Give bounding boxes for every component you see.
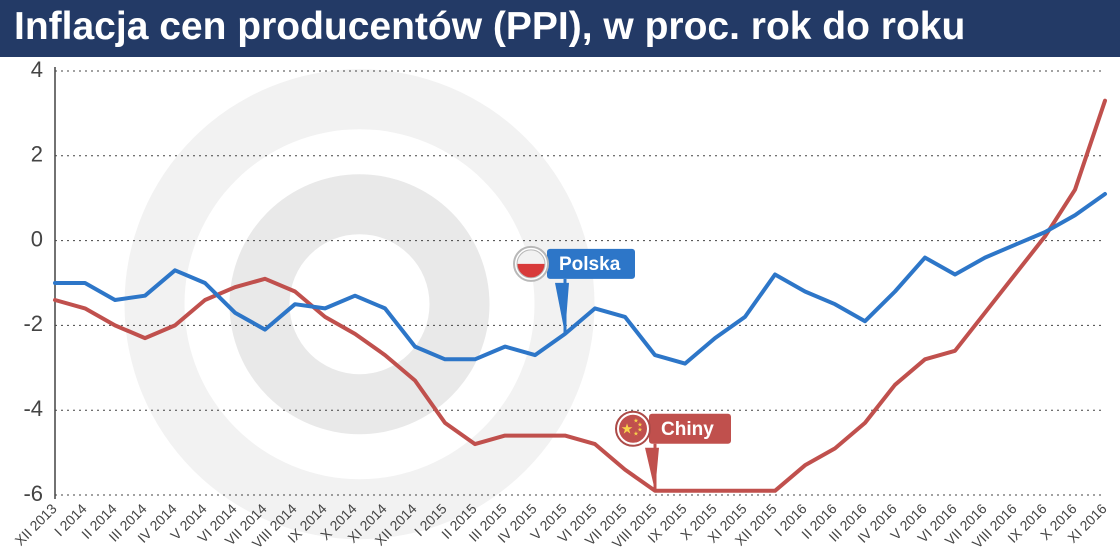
legend-label-chiny: Chiny: [661, 419, 714, 440]
line-chart: -6-4-2024XII 2013I 2014II 2014III 2014IV…: [0, 57, 1120, 552]
chart-svg: -6-4-2024XII 2013I 2014II 2014III 2014IV…: [0, 57, 1120, 552]
x-tick-label: XII 2013: [12, 500, 60, 548]
svg-text:★: ★: [633, 430, 638, 437]
y-tick-label: 0: [31, 226, 43, 251]
svg-text:★: ★: [621, 420, 634, 436]
legend-label-polska: Polska: [559, 254, 621, 275]
y-tick-label: -4: [23, 396, 43, 421]
y-tick-label: 4: [31, 57, 43, 82]
y-tick-label: 2: [31, 142, 43, 167]
chart-title-text: Inflacja cen producentów (PPI), w proc. …: [14, 5, 965, 48]
y-tick-label: -2: [23, 311, 43, 336]
y-tick-label: -6: [23, 481, 43, 506]
chart-title: Inflacja cen producentów (PPI), w proc. …: [0, 0, 1120, 57]
